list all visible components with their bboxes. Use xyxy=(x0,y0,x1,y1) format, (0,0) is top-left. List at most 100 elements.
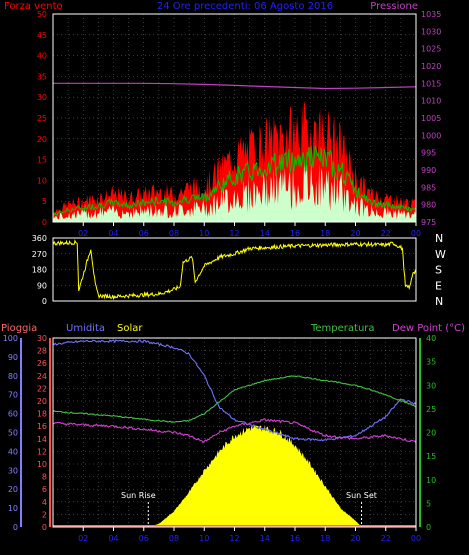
x-tick-label: 14 xyxy=(260,229,270,238)
rain-tick-label: 70 xyxy=(8,391,18,400)
wind-tick-label: 45 xyxy=(37,31,47,40)
temperature-tick-label: 35 xyxy=(426,358,436,367)
pressure-tick-label: 985 xyxy=(421,183,436,192)
pressure-axis-label: Pressione xyxy=(370,1,418,12)
x-tick-label: 12 xyxy=(229,229,239,238)
humidity-tick-label: 20 xyxy=(37,397,47,406)
direction-tick-label: 270 xyxy=(32,250,47,259)
x-tick-label: 18 xyxy=(320,229,330,238)
wind-axis-label: Forza vento xyxy=(4,1,63,12)
x-tick-label: 18 xyxy=(320,534,330,543)
x-tick-label: 10 xyxy=(199,534,209,543)
direction-panel-frame xyxy=(52,237,417,302)
temperature-tick-label: 30 xyxy=(426,381,436,390)
pressure-line xyxy=(53,82,417,90)
humidity-tick-label: 26 xyxy=(37,359,47,368)
wind-tick-label: 35 xyxy=(37,72,47,81)
rain-tick-label: 30 xyxy=(8,466,18,475)
x-tick-label: 10 xyxy=(199,229,209,238)
x-tick-label: 06 xyxy=(139,534,149,543)
x-tick-label: 00 xyxy=(411,229,421,238)
wind-tick-label: 5 xyxy=(42,197,47,206)
pressure-tick-label: 995 xyxy=(421,149,436,158)
wind-tick-label: 15 xyxy=(37,156,47,165)
humidity-tick-label: 10 xyxy=(37,460,47,469)
solar-area xyxy=(53,424,416,527)
rain-tick-label: 10 xyxy=(8,504,18,513)
x-tick-label: 16 xyxy=(290,534,300,543)
dewpoint-label: Dew Point (°C) xyxy=(392,323,465,334)
x-tick-label: 08 xyxy=(169,534,179,543)
pressure-tick-label: 1030 xyxy=(421,27,441,36)
x-tick-label: 06 xyxy=(139,229,149,238)
wind-tick-label: 25 xyxy=(37,114,47,123)
wind-average-area xyxy=(53,162,416,222)
temperature-line xyxy=(52,375,417,423)
rain-tick-label: 80 xyxy=(8,372,18,381)
wind-gust-area xyxy=(53,101,416,222)
pressure-tick-label: 975 xyxy=(421,218,436,227)
compass-label: N xyxy=(435,232,443,245)
humidity-tick-label: 30 xyxy=(37,334,47,343)
humidity-tick-label: 18 xyxy=(37,410,47,419)
pressure-tick-label: 1020 xyxy=(421,62,441,71)
compass-label: S xyxy=(435,264,442,277)
x-tick-label: 16 xyxy=(290,229,300,238)
pressure-tick-label: 1035 xyxy=(421,10,441,19)
x-tick-label: 04 xyxy=(108,229,118,238)
chart-title: 24 Ore precedenti: 06 Agosto 2016 xyxy=(157,1,333,12)
compass-label: W xyxy=(435,248,446,261)
humidity-tick-label: 2 xyxy=(42,510,47,519)
x-tick-label: 14 xyxy=(260,534,270,543)
rain-tick-label: 0 xyxy=(13,523,18,532)
wind-tick-label: 50 xyxy=(37,10,47,19)
x-tick-label: 00 xyxy=(411,534,421,543)
humidity-tick-label: 12 xyxy=(37,447,47,456)
temperature-tick-label: 5 xyxy=(426,499,431,508)
compass-label: E xyxy=(435,279,442,292)
humidity-tick-label: 24 xyxy=(37,372,47,381)
temperature-tick-label: 25 xyxy=(426,405,436,414)
direction-tick-label: 90 xyxy=(37,281,47,290)
temperature-tick-label: 0 xyxy=(426,523,431,532)
wind-tick-label: 40 xyxy=(37,52,47,61)
temperature-tick-label: 15 xyxy=(426,452,436,461)
humidity-tick-label: 22 xyxy=(37,384,47,393)
pressure-tick-label: 1005 xyxy=(421,114,441,123)
rain-label: Pioggia xyxy=(1,323,37,334)
solar-label: Solar xyxy=(117,323,143,334)
x-tick-label: 08 xyxy=(169,229,179,238)
wind-max-line xyxy=(52,145,417,216)
x-tick-label: 22 xyxy=(381,534,391,543)
x-tick-label: 12 xyxy=(229,534,239,543)
x-tick-label: 22 xyxy=(381,229,391,238)
temperature-tick-label: 40 xyxy=(426,334,436,343)
dewpoint-line xyxy=(52,418,417,444)
wind-tick-label: 20 xyxy=(37,135,47,144)
compass-label: N xyxy=(435,295,443,308)
humidity-tick-label: 6 xyxy=(42,485,47,494)
humidity-tick-label: 8 xyxy=(42,473,47,482)
rain-tick-label: 40 xyxy=(8,447,18,456)
rain-tick-label: 20 xyxy=(8,485,18,494)
pressure-tick-label: 1025 xyxy=(421,45,441,54)
humidity-tick-label: 4 xyxy=(42,498,47,507)
rain-tick-label: 50 xyxy=(8,429,18,438)
x-tick-label: 02 xyxy=(78,229,88,238)
humidity-tick-label: 16 xyxy=(37,422,47,431)
humidity-line xyxy=(52,339,417,442)
direction-tick-label: 360 xyxy=(32,234,47,243)
sun-set-label: Sun Set xyxy=(346,491,377,500)
x-tick-label: 04 xyxy=(108,534,118,543)
wind-direction-line xyxy=(52,239,417,301)
x-tick-label: 20 xyxy=(350,229,360,238)
wind-tick-label: 0 xyxy=(42,218,47,227)
pressure-tick-label: 1010 xyxy=(421,97,441,106)
pressure-tick-label: 990 xyxy=(421,166,436,175)
rain-tick-label: 100 xyxy=(3,334,18,343)
pressure-tick-label: 1015 xyxy=(421,79,441,88)
wind-tick-label: 30 xyxy=(37,93,47,102)
sun-rise-label: Sun Rise xyxy=(121,491,156,500)
humidity-tick-label: 28 xyxy=(37,347,47,356)
